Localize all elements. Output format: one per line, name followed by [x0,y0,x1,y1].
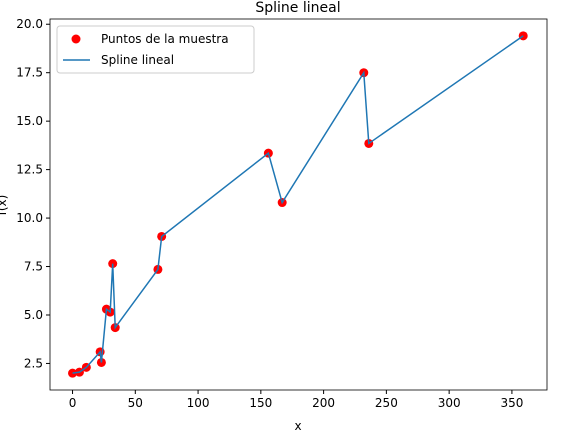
y-tick-label: 15.0 [16,114,43,128]
x-tick-label: 150 [249,396,272,410]
y-axis-label: f(x) [0,195,9,216]
x-tick-label: 50 [128,396,143,410]
y-tick-label: 7.5 [24,260,43,274]
line [72,35,524,374]
x-tick-label: 350 [500,396,523,410]
axes-frame [49,18,548,391]
y-tick-label: 17.5 [16,66,43,80]
x-axis-label: x [294,419,301,433]
legend-label: Spline lineal [101,53,174,67]
x-tick-label: 300 [438,396,461,410]
y-tick-label: 20.0 [16,17,43,31]
y-tick-label: 5.0 [24,308,43,322]
legend-box [56,25,255,74]
y-tick-label: 10.0 [16,211,43,225]
x-tick-label: 200 [312,396,335,410]
y-tick-label: 2.5 [24,356,43,370]
legend-marker [71,34,81,44]
legend-label: Puntos de la muestra [101,32,229,46]
x-tick-label: 0 [69,396,77,410]
y-tick-label: 12.5 [16,163,43,177]
chart-title: Spline lineal [255,0,340,16]
x-tick-label: 100 [187,396,210,410]
x-tick-label: 250 [375,396,398,410]
